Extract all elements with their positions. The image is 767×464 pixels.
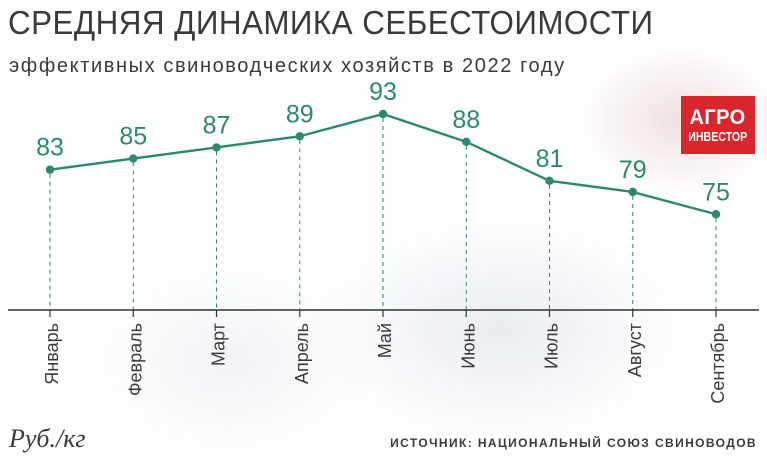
logo-line-2: ИНВЕСТОР: [688, 129, 748, 144]
data-point: [45, 165, 55, 174]
logo-line-1: АГРО: [689, 105, 747, 129]
data-point: [378, 109, 388, 119]
x-tick-label: Январь: [42, 323, 62, 385]
data-point: [212, 143, 221, 152]
x-tick-label: Август: [625, 323, 645, 377]
data-label: 83: [36, 134, 64, 162]
x-tick-label: Сентябрь: [708, 323, 728, 404]
data-label: 85: [119, 123, 147, 151]
data-label: 87: [203, 111, 231, 139]
x-tick-label: Май: [375, 323, 395, 358]
x-tick-label: Март: [209, 323, 229, 366]
data-point: [545, 176, 554, 186]
data-point: [628, 187, 637, 197]
data-point: [462, 137, 471, 147]
source-note: ИСТОЧНИК: НАЦИОНАЛЬНЫЙ СОЮЗ СВИНОВОДОВ: [390, 436, 757, 450]
chart-title: СРЕДНЯЯ ДИНАМИКА СЕБЕСТОИМОСТИ: [8, 4, 654, 41]
data-point: [711, 210, 721, 219]
data-label: 89: [286, 100, 314, 128]
data-label: 93: [369, 78, 397, 106]
chart-subtitle: эффективных свиноводческих хозяйств в 20…: [9, 55, 566, 77]
x-tick-label: Апрель: [292, 323, 312, 384]
data-point: [129, 154, 138, 163]
data-label: 81: [536, 145, 564, 173]
data-label: 88: [452, 106, 480, 134]
data-label: 79: [619, 156, 647, 184]
x-tick-label: Февраль: [125, 323, 145, 396]
data-point: [295, 132, 304, 141]
agroinvestor-logo: АГРО ИНВЕСТОР: [681, 96, 755, 154]
x-tick-label: Июнь: [458, 323, 478, 369]
data-label: 75: [702, 178, 730, 206]
unit-label: Руб./кг: [9, 424, 86, 453]
x-tick-label: Июль: [542, 323, 562, 369]
